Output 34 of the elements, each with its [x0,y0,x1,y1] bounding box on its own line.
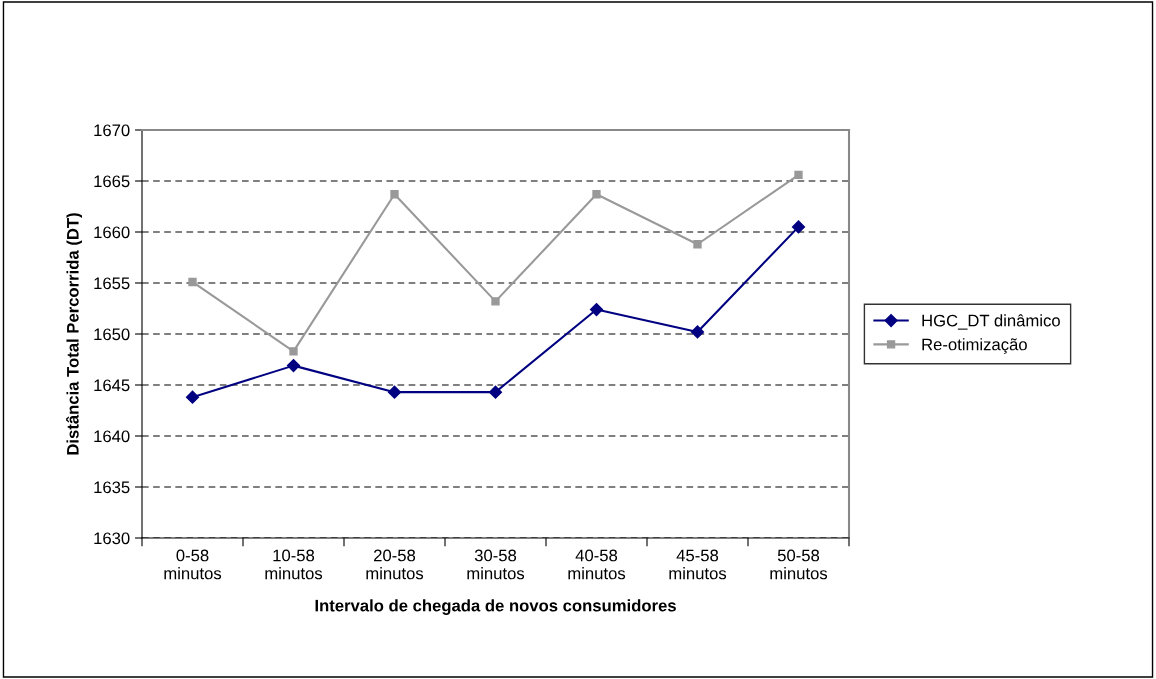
x-tick-label: 50-58 minutos [770,549,828,580]
y-axis-title: Distância Total Percorrida (DT) [66,213,83,455]
point [794,170,803,180]
point [289,347,298,356]
point [491,297,500,306]
y-tick-label: 1635 [94,481,130,494]
legend-label: Re-otimização [922,338,1027,354]
point [188,277,197,287]
point [690,325,705,339]
y-tick-label: 1640 [94,430,130,443]
x-tick-label: 20-58 minutos [366,549,424,580]
y-tick-label: 1645 [94,379,130,392]
x-tick-label: 0-58 minutos [164,549,222,580]
y-tick-label: 1630 [94,532,130,545]
point [387,385,402,399]
x-tick-label: 30-58 minutos [467,549,525,580]
y-tick-label: 1670 [94,124,130,137]
point [791,220,806,234]
y-tick-label: 1660 [94,226,130,239]
x-tick-label: 10-58 minutos [265,549,323,580]
y-tick-label: 1665 [94,175,130,188]
point [286,359,301,373]
point [693,240,702,249]
point [390,190,399,199]
x-tick-label: 45-58 minutos [669,549,727,580]
point [488,385,503,399]
x-axis-title: Intervalo de chegada de novos consumidores [315,599,676,615]
y-tick-label: 1650 [94,328,130,341]
point [589,302,604,317]
x-tick-label: 40-58 minutos [568,549,626,580]
point [592,190,601,199]
y-tick-label: 1655 [94,277,130,290]
point [185,390,200,404]
legend-label: HGC_DT dinâmico [922,314,1060,330]
